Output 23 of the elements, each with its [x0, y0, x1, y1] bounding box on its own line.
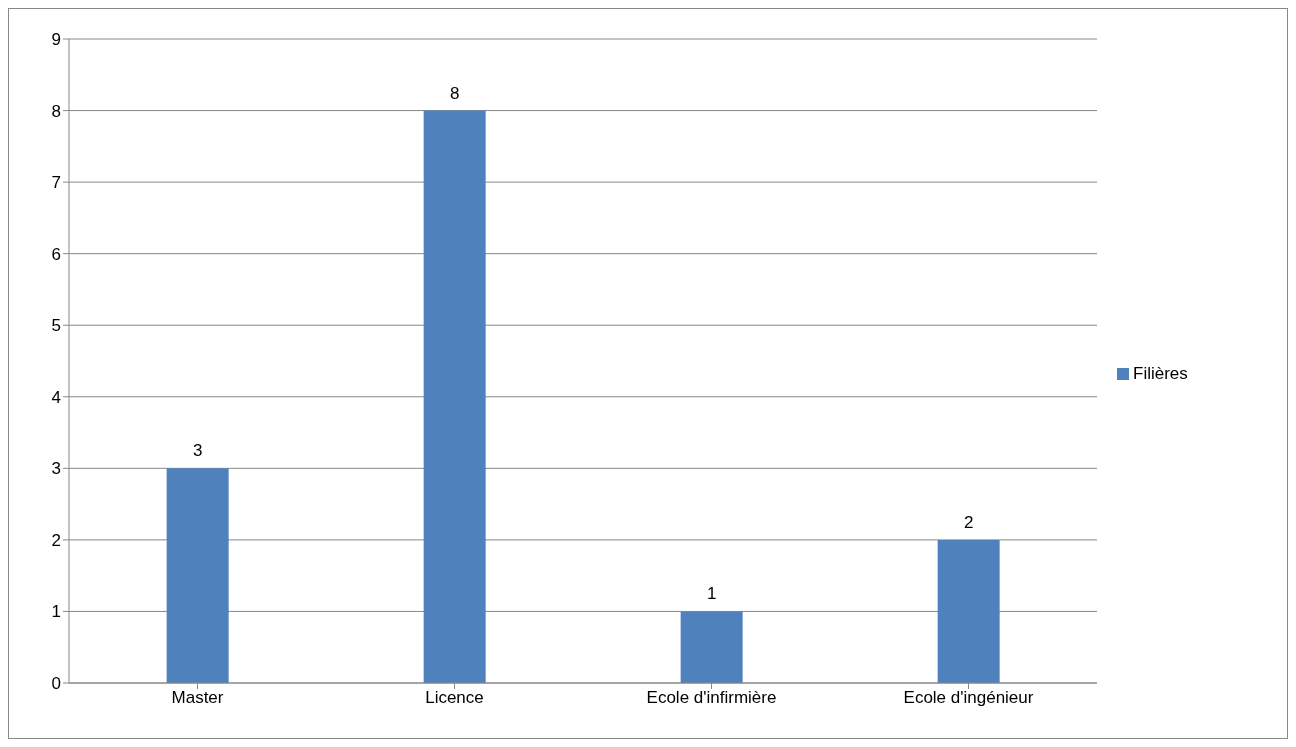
x-tick-label: Ecole d'ingénieur	[903, 688, 1034, 708]
data-label: 8	[449, 83, 460, 103]
legend-label: Filières	[1133, 363, 1188, 383]
data-label: 1	[706, 584, 717, 604]
x-tick-label: Licence	[425, 688, 484, 708]
y-tick-label: 4	[51, 387, 61, 407]
x-tick-label: Ecole d'infirmière	[646, 688, 777, 708]
y-tick-label: 0	[51, 674, 61, 694]
y-tick-label: 7	[51, 173, 61, 193]
y-tick-label: 9	[51, 30, 61, 50]
y-tick-label: 8	[51, 101, 61, 121]
x-tick-label: Master	[171, 688, 224, 708]
y-tick-label: 2	[51, 530, 61, 550]
data-label: 3	[192, 441, 203, 461]
data-label: 2	[963, 512, 974, 532]
bar	[423, 110, 486, 683]
y-tick-label: 1	[51, 602, 61, 622]
y-tick-label: 5	[51, 316, 61, 336]
y-tick-label: 6	[51, 244, 61, 264]
bar	[937, 539, 1000, 683]
bar	[680, 611, 743, 683]
y-tick-label: 3	[51, 459, 61, 479]
bar	[166, 468, 229, 683]
